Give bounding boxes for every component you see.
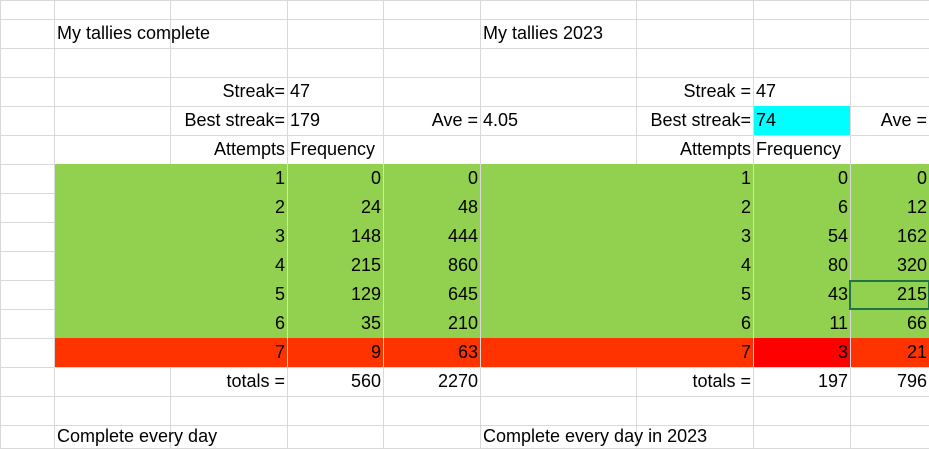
left-frequency-cell[interactable]: 35 <box>288 309 383 338</box>
right-best-streak-label[interactable]: Best streak= <box>650 110 751 130</box>
left-frequency-cell[interactable]: 9 <box>288 338 383 367</box>
right-frequency-cell[interactable]: 11 <box>754 309 850 338</box>
right-totals-product[interactable]: 796 <box>896 371 927 391</box>
left-header-frequency[interactable]: Frequency <box>290 139 376 159</box>
left-attempts-cell[interactable]: 7 <box>55 338 287 367</box>
right-attempts-cell[interactable]: 5 <box>481 280 753 309</box>
left-product-cell[interactable]: 0 <box>384 164 480 193</box>
grid-column-line <box>287 0 288 448</box>
right-frequency-cell[interactable]: 6 <box>754 193 850 222</box>
grid-row-line <box>0 135 929 136</box>
right-header-frequency[interactable]: Frequency <box>756 139 842 159</box>
right-ave-label[interactable]: Ave = <box>880 110 927 130</box>
right-product-cell[interactable]: 12 <box>851 193 929 222</box>
right-title[interactable]: My tallies 2023 <box>483 23 604 43</box>
left-product-cell[interactable]: 210 <box>384 309 480 338</box>
right-product-cell[interactable]: 320 <box>851 251 929 280</box>
right-totals-frequency[interactable]: 197 <box>817 371 848 391</box>
left-footer[interactable]: Complete every day <box>57 426 218 446</box>
left-frequency-cell[interactable]: 148 <box>288 222 383 251</box>
right-attempts-cell[interactable]: 7 <box>481 338 753 367</box>
right-frequency-cell[interactable]: 3 <box>754 338 850 367</box>
left-attempts-cell[interactable]: 6 <box>55 309 287 338</box>
grid-column-line <box>753 0 754 448</box>
grid-row-line <box>0 425 929 426</box>
left-frequency-cell[interactable]: 24 <box>288 193 383 222</box>
grid-column-line <box>850 0 851 448</box>
grid-row-line <box>0 77 929 78</box>
grid-row-line <box>0 0 929 1</box>
left-attempts-cell[interactable]: 4 <box>55 251 287 280</box>
right-footer[interactable]: Complete every day in 2023 <box>483 426 708 446</box>
left-frequency-cell[interactable]: 0 <box>288 164 383 193</box>
right-product-cell[interactable]: 215 <box>851 280 929 309</box>
grid-column-line <box>0 0 1 448</box>
right-product-cell[interactable]: 66 <box>851 309 929 338</box>
right-totals-label[interactable]: totals = <box>692 371 751 391</box>
left-product-cell[interactable]: 63 <box>384 338 480 367</box>
grid-row-line <box>0 396 929 397</box>
left-ave-label[interactable]: Ave = <box>431 110 478 130</box>
right-attempts-cell[interactable]: 6 <box>481 309 753 338</box>
left-ave-value[interactable]: 4.05 <box>483 110 519 130</box>
left-streak-label[interactable]: Streak= <box>222 81 285 101</box>
right-frequency-cell[interactable]: 43 <box>754 280 850 309</box>
left-attempts-cell[interactable]: 5 <box>55 280 287 309</box>
left-title[interactable]: My tallies complete <box>57 23 211 43</box>
left-best-streak-value[interactable]: 179 <box>290 110 321 130</box>
left-attempts-cell[interactable]: 2 <box>55 193 287 222</box>
left-product-cell[interactable]: 444 <box>384 222 480 251</box>
grid-column-line <box>480 0 481 448</box>
right-attempts-cell[interactable]: 4 <box>481 251 753 280</box>
active-cell-selection[interactable] <box>849 280 929 310</box>
right-streak-value[interactable]: 47 <box>756 81 777 101</box>
right-attempts-cell[interactable]: 1 <box>481 164 753 193</box>
right-product-cell[interactable]: 21 <box>851 338 929 367</box>
grid-column-line <box>54 0 55 448</box>
grid-row-line <box>0 367 929 368</box>
left-streak-value[interactable]: 47 <box>290 81 311 101</box>
right-streak-label[interactable]: Streak = <box>683 81 751 101</box>
left-frequency-cell[interactable]: 129 <box>288 280 383 309</box>
left-header-attempts[interactable]: Attempts <box>213 139 285 159</box>
right-product-cell[interactable]: 162 <box>851 222 929 251</box>
left-attempts-cell[interactable]: 3 <box>55 222 287 251</box>
right-frequency-cell[interactable]: 80 <box>754 251 850 280</box>
right-header-attempts[interactable]: Attempts <box>679 139 751 159</box>
left-product-cell[interactable]: 48 <box>384 193 480 222</box>
grid-row-line <box>0 19 929 20</box>
left-frequency-cell[interactable]: 215 <box>288 251 383 280</box>
right-best-streak-value[interactable]: 74 <box>754 106 850 135</box>
grid-row-line <box>0 48 929 49</box>
right-product-cell[interactable]: 0 <box>851 164 929 193</box>
left-totals-frequency[interactable]: 560 <box>350 371 381 391</box>
right-frequency-cell[interactable]: 54 <box>754 222 850 251</box>
left-totals-product[interactable]: 2270 <box>437 371 478 391</box>
right-frequency-cell[interactable]: 0 <box>754 164 850 193</box>
left-product-cell[interactable]: 860 <box>384 251 480 280</box>
grid-column-line <box>383 0 384 448</box>
left-attempts-cell[interactable]: 1 <box>55 164 287 193</box>
left-product-cell[interactable]: 645 <box>384 280 480 309</box>
grid-row-line <box>0 106 929 107</box>
left-best-streak-label[interactable]: Best streak= <box>184 110 285 130</box>
right-attempts-cell[interactable]: 3 <box>481 222 753 251</box>
right-attempts-cell[interactable]: 2 <box>481 193 753 222</box>
left-totals-label[interactable]: totals = <box>226 371 285 391</box>
